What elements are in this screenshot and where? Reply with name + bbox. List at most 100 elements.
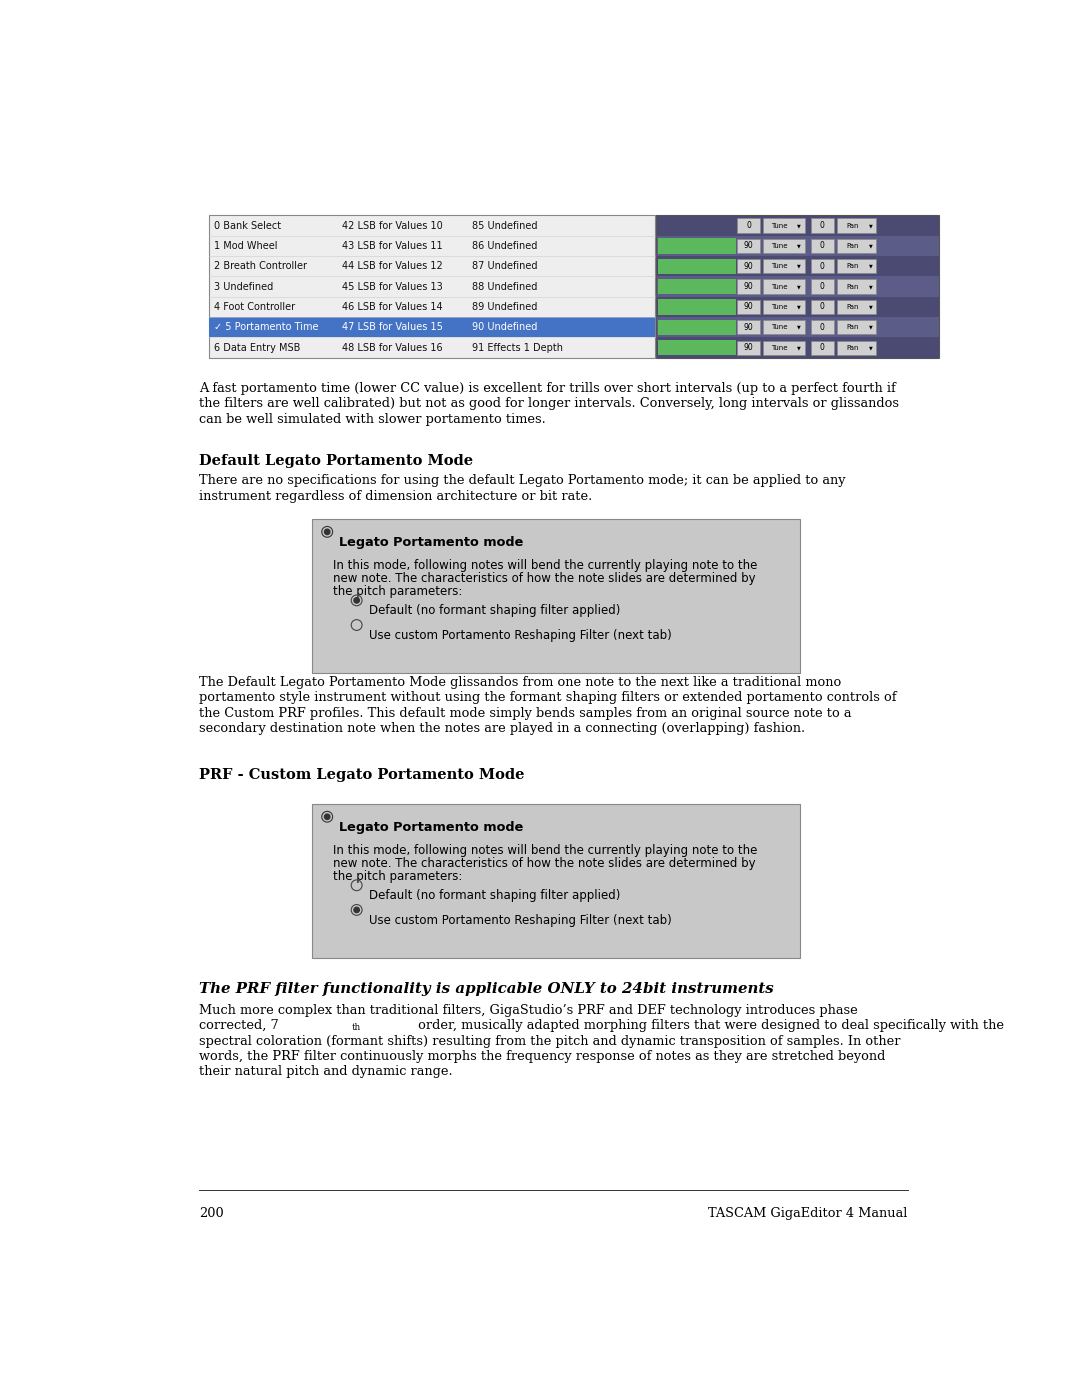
Bar bbox=[837, 320, 876, 334]
Bar bbox=[811, 279, 834, 293]
Circle shape bbox=[324, 529, 329, 535]
Text: secondary destination note when the notes are played in a connecting (overlappin: secondary destination note when the note… bbox=[200, 722, 806, 735]
Circle shape bbox=[324, 814, 329, 820]
Text: ▼: ▼ bbox=[797, 284, 801, 289]
Text: ▼: ▼ bbox=[869, 305, 873, 310]
Circle shape bbox=[354, 598, 360, 604]
Text: PRF - Custom Legato Portamento Mode: PRF - Custom Legato Portamento Mode bbox=[200, 768, 525, 782]
Text: ▼: ▼ bbox=[797, 305, 801, 310]
Text: 42 LSB for Values 10: 42 LSB for Values 10 bbox=[342, 221, 443, 231]
Text: ▼: ▼ bbox=[869, 224, 873, 228]
Text: Pan: Pan bbox=[847, 305, 859, 310]
Text: Legato Portamento mode: Legato Portamento mode bbox=[339, 535, 523, 549]
Text: 4 Foot Controller: 4 Foot Controller bbox=[214, 302, 295, 312]
Text: 3 Undefined: 3 Undefined bbox=[214, 282, 273, 292]
Bar bbox=[837, 218, 876, 233]
Text: 90: 90 bbox=[744, 303, 754, 312]
Text: Default (no formant shaping filter applied): Default (no formant shaping filter appli… bbox=[369, 605, 620, 617]
Bar bbox=[837, 239, 876, 253]
Bar bbox=[837, 341, 876, 355]
Bar bbox=[738, 239, 760, 253]
Circle shape bbox=[354, 907, 360, 912]
Text: ▼: ▼ bbox=[797, 264, 801, 268]
Text: ▼: ▼ bbox=[869, 243, 873, 249]
Bar bbox=[738, 300, 760, 314]
Bar bbox=[658, 320, 735, 335]
Text: ▼: ▼ bbox=[797, 224, 801, 228]
Text: 46 LSB for Values 14: 46 LSB for Values 14 bbox=[342, 302, 443, 312]
Bar bbox=[762, 279, 806, 293]
Text: 0: 0 bbox=[820, 282, 825, 291]
Text: 45 LSB for Values 13: 45 LSB for Values 13 bbox=[342, 282, 443, 292]
Text: There are no specifications for using the default Legato Portamento mode; it can: There are no specifications for using th… bbox=[200, 474, 846, 488]
Text: new note. The characteristics of how the note slides are determined by: new note. The characteristics of how the… bbox=[334, 571, 756, 585]
Bar bbox=[738, 320, 760, 334]
Bar bbox=[837, 279, 876, 293]
Bar bbox=[210, 317, 656, 338]
Bar bbox=[658, 339, 735, 355]
Text: ▼: ▼ bbox=[869, 284, 873, 289]
Text: The PRF filter functionality is applicable ONLY to 24bit instruments: The PRF filter functionality is applicab… bbox=[200, 982, 774, 996]
Text: Legato Portamento mode: Legato Portamento mode bbox=[339, 820, 523, 834]
Text: the filters are well calibrated) but not as good for longer intervals. Conversel: the filters are well calibrated) but not… bbox=[200, 397, 900, 411]
Text: 0: 0 bbox=[746, 221, 752, 231]
Text: Tune: Tune bbox=[771, 284, 788, 289]
Bar bbox=[837, 300, 876, 314]
Text: ▼: ▼ bbox=[797, 243, 801, 249]
Bar bbox=[738, 341, 760, 355]
Bar bbox=[658, 237, 735, 254]
Text: Pan: Pan bbox=[847, 243, 859, 249]
Text: In this mode, following notes will bend the currently playing note to the: In this mode, following notes will bend … bbox=[334, 844, 758, 856]
Bar bbox=[762, 218, 806, 233]
Bar bbox=[656, 256, 940, 277]
Bar bbox=[811, 300, 834, 314]
Bar bbox=[210, 215, 656, 358]
Text: th: th bbox=[351, 1023, 361, 1032]
Text: 0: 0 bbox=[820, 303, 825, 312]
Text: 2 Breath Controller: 2 Breath Controller bbox=[214, 261, 307, 271]
Text: 89 Undefined: 89 Undefined bbox=[472, 302, 538, 312]
Bar bbox=[837, 258, 876, 274]
Text: 0: 0 bbox=[820, 221, 825, 231]
Bar bbox=[811, 320, 834, 334]
Text: Tune: Tune bbox=[771, 345, 788, 351]
Text: ▼: ▼ bbox=[797, 326, 801, 330]
Text: 87 Undefined: 87 Undefined bbox=[472, 261, 538, 271]
Text: 85 Undefined: 85 Undefined bbox=[472, 221, 538, 231]
Text: 43 LSB for Values 11: 43 LSB for Values 11 bbox=[342, 240, 443, 251]
Text: 0: 0 bbox=[820, 344, 825, 352]
Bar bbox=[656, 277, 940, 296]
Bar bbox=[762, 341, 806, 355]
Text: words, the PRF filter continuously morphs the frequency response of notes as the: words, the PRF filter continuously morph… bbox=[200, 1051, 886, 1063]
Text: corrected, 7: corrected, 7 bbox=[200, 1020, 279, 1032]
Text: ✓ 5 Portamento Time: ✓ 5 Portamento Time bbox=[214, 323, 319, 332]
Text: 90: 90 bbox=[744, 261, 754, 271]
Text: Default (no formant shaping filter applied): Default (no formant shaping filter appli… bbox=[369, 888, 620, 902]
Text: ▼: ▼ bbox=[797, 345, 801, 351]
Bar bbox=[658, 299, 735, 314]
Bar bbox=[658, 279, 735, 295]
Bar bbox=[738, 258, 760, 274]
Text: Pan: Pan bbox=[847, 263, 859, 270]
Bar bbox=[762, 258, 806, 274]
Text: the pitch parameters:: the pitch parameters: bbox=[334, 870, 462, 883]
Bar bbox=[656, 296, 940, 317]
Text: 90: 90 bbox=[744, 323, 754, 332]
Text: The Default Legato Portamento Mode glissandos from one note to the next like a t: The Default Legato Portamento Mode gliss… bbox=[200, 676, 841, 689]
Text: portamento style instrument without using the formant shaping filters or extende: portamento style instrument without usin… bbox=[200, 692, 896, 704]
Bar bbox=[656, 338, 940, 358]
Text: 86 Undefined: 86 Undefined bbox=[472, 240, 538, 251]
Text: ▼: ▼ bbox=[869, 326, 873, 330]
Bar bbox=[811, 218, 834, 233]
Text: Pan: Pan bbox=[847, 284, 859, 289]
Text: the Custom PRF profiles. This default mode simply bends samples from an original: the Custom PRF profiles. This default mo… bbox=[200, 707, 852, 719]
Text: order, musically adapted morphing filters that were designed to deal specificall: order, musically adapted morphing filter… bbox=[415, 1020, 1004, 1032]
Text: Tune: Tune bbox=[771, 222, 788, 229]
Bar bbox=[762, 239, 806, 253]
Text: 0: 0 bbox=[820, 323, 825, 332]
Text: 47 LSB for Values 15: 47 LSB for Values 15 bbox=[342, 323, 443, 332]
Text: ▼: ▼ bbox=[869, 264, 873, 268]
Text: 1 Mod Wheel: 1 Mod Wheel bbox=[214, 240, 278, 251]
Text: 0: 0 bbox=[820, 242, 825, 250]
Text: Much more complex than traditional filters, GigaStudio’s PRF and DEF technology : Much more complex than traditional filte… bbox=[200, 1004, 859, 1017]
